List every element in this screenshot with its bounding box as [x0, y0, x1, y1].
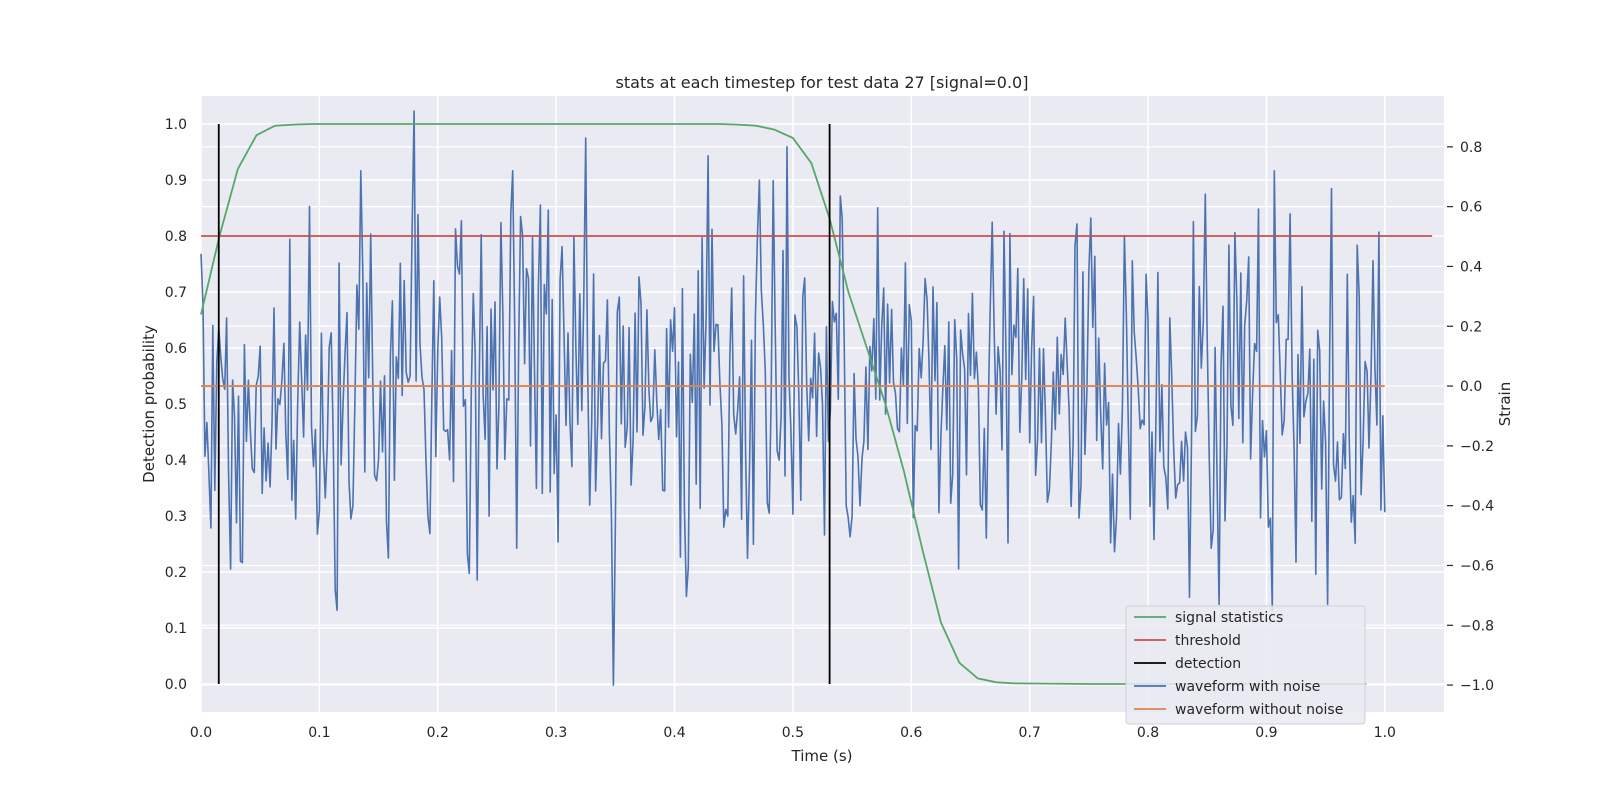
y2-tick-label: 0.8 [1460, 140, 1482, 156]
y2-tick-label: 0.6 [1460, 200, 1482, 216]
series-layer [200, 110, 1433, 686]
y-tick-label: 1.0 [165, 117, 187, 133]
y2-tick-label: −0.4 [1460, 499, 1494, 515]
y2-tick-label: −1.0 [1460, 678, 1494, 694]
x-tick-label: 1.0 [1374, 725, 1396, 741]
x-tick-label: 0.7 [1019, 725, 1041, 741]
legend-entry: signal statistics [1134, 610, 1283, 626]
x-tick-label: 0.2 [427, 725, 449, 741]
legend-entry: threshold [1134, 633, 1241, 649]
y2-tick-label: −0.2 [1460, 439, 1494, 455]
legend-label: threshold [1175, 633, 1241, 649]
chart-title: stats at each timestep for test data 27 … [616, 73, 1029, 92]
y-tick-label: 0.9 [165, 173, 187, 189]
y2-tick-label: −0.6 [1460, 558, 1494, 574]
legend-label: signal statistics [1175, 610, 1283, 626]
x-tick-label: 0.0 [190, 725, 212, 741]
legend-box [1125, 605, 1366, 725]
y-tick-label: 0.6 [165, 341, 187, 357]
legend: signal statistics threshold detection wavef… [1125, 605, 1366, 725]
y-tick-label: 0.4 [165, 453, 187, 469]
legend-entry: detection [1134, 656, 1241, 672]
y-tick-label: 0.1 [165, 621, 187, 637]
x-tick-label: 0.3 [545, 725, 567, 741]
legend-label: waveform without noise [1175, 702, 1343, 718]
legend-entry: waveform with noise [1134, 679, 1320, 695]
x-tick-label: 0.8 [1137, 725, 1159, 741]
x-tick-label: 0.9 [1255, 725, 1277, 741]
x-axis-label: Time (s) [791, 747, 853, 765]
x-tick-label: 0.6 [900, 725, 922, 741]
y2-tick-label: 0.4 [1460, 259, 1482, 275]
legend-entry: waveform without noise [1134, 702, 1343, 718]
y-tick-label: 0.2 [165, 565, 187, 581]
y-axis-label: Detection probability [140, 325, 158, 483]
x-tick-label: 0.5 [782, 725, 804, 741]
y2-tick-label: 0.2 [1460, 319, 1482, 335]
x-tick-label: 0.4 [663, 725, 685, 741]
legend-label: waveform with noise [1175, 679, 1320, 695]
ticks: 0.0 0.1 0.2 0.3 0.4 0.5 0.6 0.7 0.8 0.9 1.0 0.0 0.1 0… [165, 117, 1494, 741]
y2-tick-label: 0.0 [1460, 379, 1482, 395]
series-signal-statistics [200, 123, 1367, 685]
y-tick-label: 0.0 [165, 677, 187, 693]
series-waveform-with-noise [200, 110, 1386, 686]
y2-axis-label: Strain [1496, 382, 1514, 426]
x-tick-label: 0.1 [308, 725, 330, 741]
y-tick-label: 0.7 [165, 285, 187, 301]
legend-label: detection [1175, 656, 1241, 672]
y2-tick-label: −0.8 [1460, 618, 1494, 634]
y-tick-label: 0.8 [165, 229, 187, 245]
y-tick-label: 0.5 [165, 397, 187, 413]
y-tick-label: 0.3 [165, 509, 187, 525]
